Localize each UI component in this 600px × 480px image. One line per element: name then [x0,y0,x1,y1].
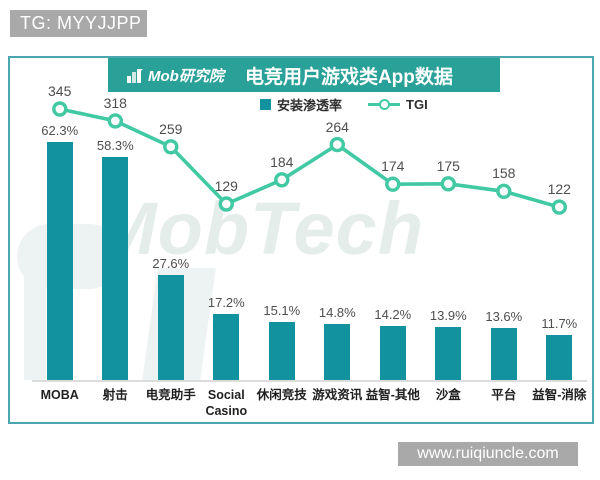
bar-4 [268,322,295,380]
category-label: 休闲竞技 [256,388,307,402]
bar-value-label: 17.2% [207,295,245,311]
bar-value-label: 13.9% [429,307,467,323]
legend-item-line: TGI [368,97,428,112]
tgi-marker [496,183,512,200]
infographic-card: MobTech Mob研究院 电竞用户游戏类App数据 安装渗透率 TGI [8,56,594,424]
tg-badge: TG: MYYJJPP [10,10,147,37]
category-label: 益智-其他 [365,388,420,402]
bar-6 [379,325,406,380]
bar-0 [46,142,73,380]
plot-area: 62.3% 345 MOBA 58.3% 318 射击 27.6% 259 电竞助手 17.2% 1… [32,82,587,424]
bar-7 [435,326,462,380]
bar-8 [490,328,517,380]
watermark-logo-shape [24,260,46,380]
tgi-value-label: 175 [436,157,460,174]
category-label: 电竞助手 [145,388,196,402]
tgi-marker [551,199,567,215]
x-axis-line [32,380,587,382]
tgi-value-label: 318 [103,94,127,111]
line-legend-marker [368,99,401,110]
tgi-value-label: 158 [492,165,516,182]
url-badge: www.ruiqiuncle.com [398,442,578,466]
category-label: 平台 [491,388,517,402]
mob-logo-icon [127,69,143,83]
line-legend-label: TGI [406,97,428,112]
legend-item-bar: 安装渗透率 [260,95,342,114]
bar-value-label: 14.8% [318,304,356,320]
legend: 安装渗透率 TGI [260,95,428,114]
mob-logo: Mob研究院 [126,65,224,86]
category-label: 游戏资讯 [312,388,363,402]
mob-logo-text: Mob研究院 [148,67,224,85]
bar-value-label: 58.3% [96,138,134,154]
chart-title: 电竞用户游戏类App数据 [244,66,453,88]
tgi-value-label: 345 [48,83,72,99]
bar-value-label: 27.6% [152,255,190,271]
bar-value-label: 14.2% [374,306,412,322]
bar-legend-swatch [260,99,271,110]
bar-value-label: 62.3% [41,123,79,139]
category-label: MOBA [40,388,79,402]
bar-5 [324,323,351,380]
category-label: Social Casino [205,388,248,418]
tgi-value-label: 122 [547,181,571,198]
bar-value-label: 11.7% [541,316,578,332]
bar-1 [102,157,129,380]
tgi-marker [329,136,345,153]
bar-3 [213,314,240,380]
category-label: 沙盒 [435,388,461,402]
tgi-marker [274,172,290,188]
tgi-value-label: 129 [214,178,238,194]
tgi-marker [163,139,179,155]
bar-2 [157,274,184,380]
line-legend-dot [379,99,391,110]
bar-value-label: 15.1% [263,303,301,319]
bar-9 [546,335,573,380]
tgi-marker [218,196,235,212]
tgi-marker [107,113,124,129]
tgi-value-label: 174 [381,158,405,175]
bar-legend-label: 安装渗透率 [277,98,343,113]
tgi-value-label: 259 [159,120,183,137]
title-banner: Mob研究院 电竞用户游戏类App数据 [108,58,500,92]
tgi-marker [52,101,68,117]
category-label: 益智-消除 [532,388,587,402]
tgi-value-label: 264 [325,118,349,135]
tgi-marker [440,176,456,192]
bar-value-label: 13.6% [485,309,523,325]
tgi-marker [385,176,401,192]
category-label: 射击 [102,388,128,402]
tgi-value-label: 184 [270,153,294,170]
